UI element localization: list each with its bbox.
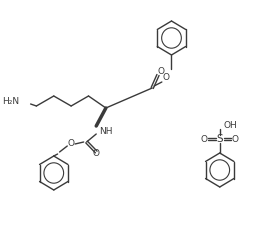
Text: O: O bbox=[93, 150, 100, 158]
Text: O: O bbox=[162, 73, 169, 83]
Text: O: O bbox=[201, 134, 208, 144]
Text: NH: NH bbox=[99, 126, 113, 136]
Text: O: O bbox=[157, 66, 164, 76]
Text: S: S bbox=[217, 134, 223, 144]
Text: H₂N: H₂N bbox=[2, 97, 19, 107]
Text: O: O bbox=[68, 139, 75, 149]
Text: OH: OH bbox=[224, 120, 237, 130]
Text: O: O bbox=[232, 134, 239, 144]
